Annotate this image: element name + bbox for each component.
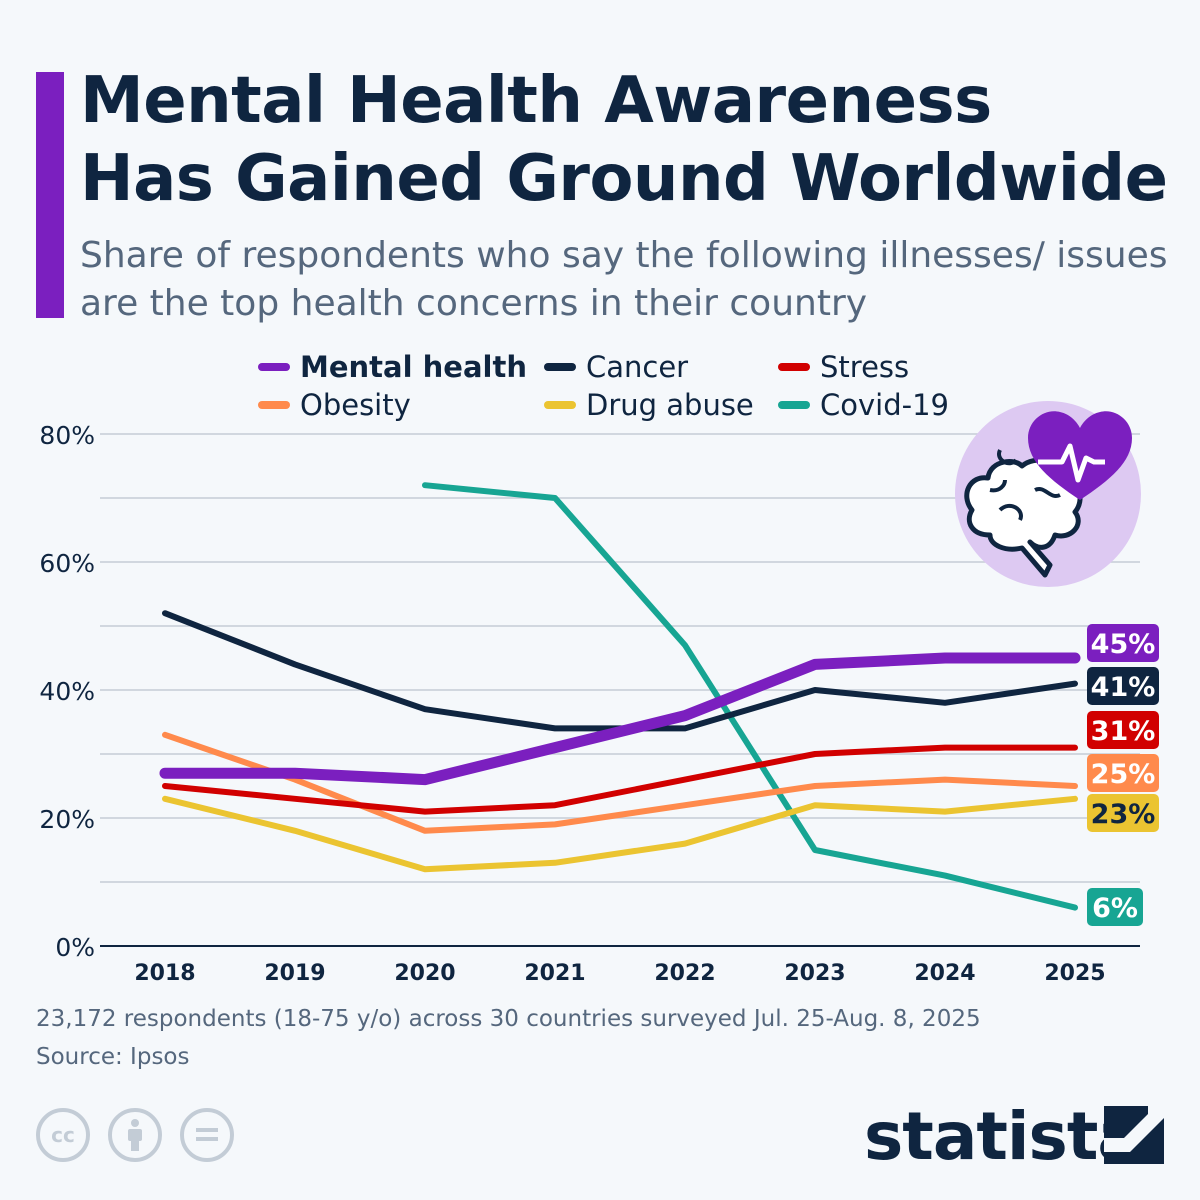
chart-subtitle: Share of respondents who say the followi… [80,235,1168,324]
series-line-drug-abuse [162,795,1078,873]
equals-icon [196,1128,218,1141]
brain-folds [989,449,1061,521]
series-line-cancer [162,610,1078,732]
brain-heart-illustration [955,401,1141,587]
legend-label: Cancer [586,350,689,384]
end-label: 25% [1091,759,1156,790]
legend-label: Mental health [300,350,527,384]
end-label-badge [1087,794,1159,832]
legend-swatch [544,363,576,371]
title-line-1: Mental Health Awareness [80,64,992,138]
accent-bar [36,72,64,318]
attribution-icon[interactable] [108,1108,162,1162]
x-tick-label: 2020 [394,961,455,986]
end-label-badge [1087,754,1159,792]
end-label: 41% [1091,672,1156,703]
no-derivatives-icon[interactable] [180,1108,234,1162]
legend-item: Obesity [258,388,411,422]
statista-logo[interactable]: statista [864,1098,1142,1175]
legend-label: Drug abuse [586,388,754,422]
footnote-text: 23,172 respondents (18-75 y/o) across 30… [36,1006,981,1032]
legend-item: Covid-19 [778,388,949,422]
heart-icon [1028,411,1132,500]
heartbeat-icon [1038,443,1105,483]
legend-label: Obesity [300,388,411,422]
end-label-badge [1087,888,1143,926]
legend-item: Drug abuse [544,388,754,422]
legend-item: Stress [778,350,909,384]
chart-title: Mental Health Awareness Has Gained Ground… [80,62,1168,218]
series-line-stress [162,744,1078,815]
series-line-obesity [162,731,1078,834]
person-icon [128,1119,142,1151]
legend-swatch [258,401,290,409]
end-label: 31% [1091,716,1156,747]
legend-swatch [258,363,290,371]
source-text: Source: Ipsos [36,1044,190,1070]
end-label-badge [1087,667,1159,705]
legend-swatch [544,401,576,409]
x-tick-label: 2025 [1044,961,1105,986]
y-tick-label: 60% [39,549,95,578]
x-tick-label: 2019 [264,961,325,986]
end-label: 6% [1092,893,1138,924]
y-tick-label: 0% [55,933,95,962]
end-label: 23% [1091,799,1156,830]
end-label: 45% [1091,629,1156,660]
x-tick-label: 2023 [784,961,845,986]
legend-item: Cancer [544,350,688,384]
end-label-badge [1087,711,1159,749]
line-chart: 0% 20% 40% 60% 80% 2018 2019 2020 2021 2022 2023 20… [39,421,1159,986]
x-tick-label: 2021 [524,961,585,986]
x-tick-label: 2018 [134,961,195,986]
y-tick-label: 80% [39,421,95,450]
legend-label: Covid-19 [820,388,949,422]
end-label-badge [1087,624,1159,662]
series-line-mental-health [159,652,1081,786]
legend-label: Stress [820,350,910,384]
statista-logo-icon [1104,1106,1164,1164]
legend-swatch [778,401,810,409]
y-tick-label: 40% [39,677,95,706]
x-tick-label: 2022 [654,961,715,986]
footnote: 23,172 respondents (18-75 y/o) across 30… [36,1000,981,1076]
legend-swatch [778,363,810,371]
y-tick-label: 20% [39,805,95,834]
legend-item: Mental health [258,350,527,384]
creative-commons-icon[interactable]: cc [36,1108,90,1162]
series-line-covid-19 [422,482,1078,911]
x-tick-label: 2024 [914,961,975,986]
title-line-2: Has Gained Ground Worldwide [80,142,1168,216]
